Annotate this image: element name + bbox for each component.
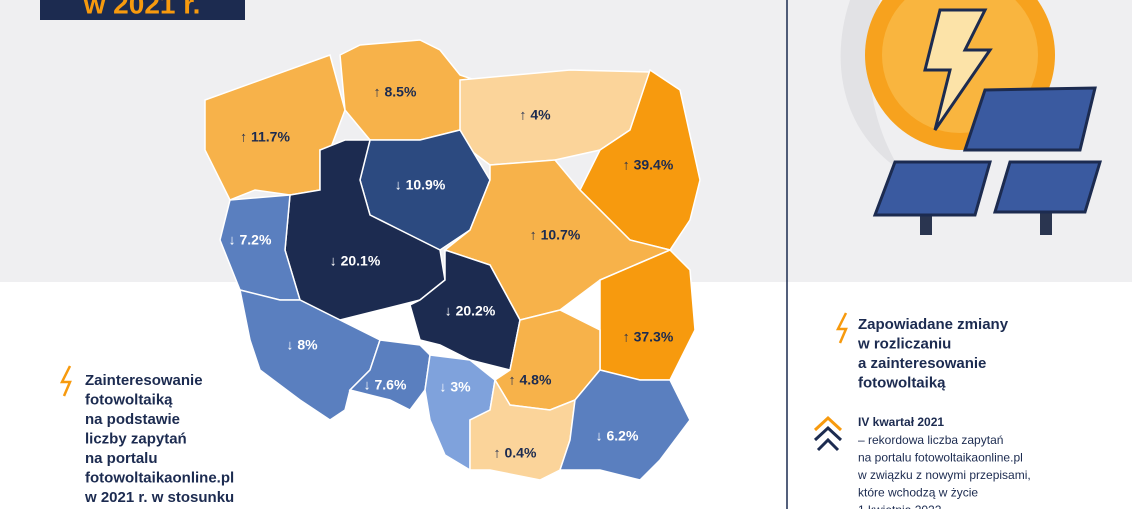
intro-line: fotowoltaikaonline.pl	[85, 469, 234, 486]
lightning-icon	[835, 312, 848, 344]
region-label: ↑ 4%	[519, 107, 551, 123]
lightning-icon	[59, 365, 72, 397]
intro-text: Zainteresowanie fotowoltaiką na podstawie l…	[84, 372, 234, 506]
intro-line: na podstawie	[85, 411, 180, 428]
note-line: na portalu fotowoltaikaonline.pl	[858, 451, 1023, 465]
intro-line: fotowoltaiką	[85, 391, 173, 408]
note-line: które wchodzą w życie	[858, 486, 978, 500]
region-label: ↑ 37.3%	[623, 329, 674, 345]
region-label: ↑ 39.4%	[623, 157, 674, 173]
note-title: IV kwartał 2021	[858, 415, 944, 429]
region-label: ↓ 20.2%	[445, 303, 496, 319]
region-label: ↓ 8%	[286, 337, 318, 353]
aside-title-line: w rozliczaniu	[857, 335, 951, 352]
region-label: ↓ 10.9%	[395, 177, 446, 193]
region-label: ↑ 11.7%	[240, 129, 290, 145]
aside-title-line: a zainteresowanie	[858, 355, 986, 372]
header-box	[40, 0, 245, 20]
region	[558, 369, 691, 481]
region-label: ↑ 4.8%	[509, 372, 552, 388]
region-label: ↑ 0.4%	[494, 445, 537, 461]
aside-title-line: fotowoltaiką	[858, 374, 946, 391]
intro-line: Zainteresowanie	[85, 372, 203, 389]
intro-line: liczby zapytań	[85, 430, 187, 447]
region	[469, 377, 576, 481]
note-line: 1 kwietnia 2022	[858, 503, 942, 509]
intro-line: na portalu	[85, 450, 158, 467]
region-label: ↓ 7.2%	[229, 232, 272, 248]
aside-text: Zapowiadane zmiany w rozliczaniu a zainter…	[857, 316, 1031, 509]
note-line: w związku z nowymi przepisami,	[857, 468, 1031, 482]
map: ↑ 11.7% ↑ 8.5% ↑ 4% ↑ 39.4% ↓ 10.9% ↓ 20.1% ↓ …	[204, 39, 701, 481]
region	[409, 248, 521, 371]
note-line: – rekordowa liczba zapytań	[858, 433, 1003, 447]
chevrons-icon	[813, 415, 843, 452]
region	[348, 339, 431, 411]
region-label: ↑ 8.5%	[374, 84, 417, 100]
region-label: ↑ 10.7%	[530, 227, 581, 243]
header-title: w 2021 r.	[83, 0, 201, 19]
solar-illustration	[840, 0, 1103, 235]
region-label: ↓ 3%	[439, 379, 471, 395]
region-label: ↓ 20.1%	[330, 253, 381, 269]
intro-line: w 2021 r. w stosunku	[84, 489, 234, 506]
region-label: ↓ 7.6%	[364, 377, 407, 393]
aside-title-line: Zapowiadane zmiany	[858, 316, 1009, 333]
region-label: ↓ 6.2%	[596, 428, 639, 444]
